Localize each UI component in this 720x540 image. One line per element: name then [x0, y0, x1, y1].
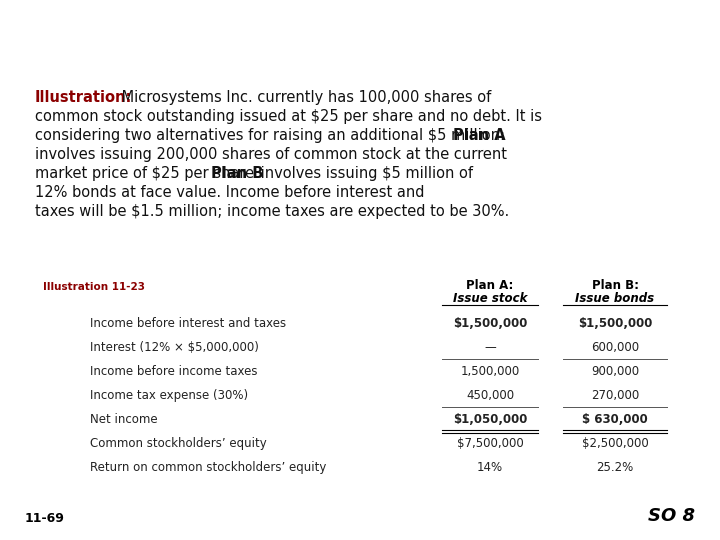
Text: Net income: Net income — [90, 413, 158, 426]
Text: Microsystems Inc. currently has 100,000 shares of: Microsystems Inc. currently has 100,000 … — [117, 90, 491, 105]
Text: Illustration:: Illustration: — [35, 90, 132, 105]
Text: 14%: 14% — [477, 461, 503, 474]
Text: —: — — [484, 341, 496, 354]
Text: $2,500,000: $2,500,000 — [582, 437, 649, 450]
Text: 450,000: 450,000 — [466, 389, 514, 402]
Text: Issue stock: Issue stock — [453, 292, 527, 305]
Text: 12% bonds at face value. Income before interest and: 12% bonds at face value. Income before i… — [35, 185, 425, 200]
Text: $1,050,000: $1,050,000 — [453, 413, 527, 426]
Text: Illustration 11-23: Illustration 11-23 — [43, 282, 145, 292]
Text: taxes will be $1.5 million; income taxes are expected to be 30%.: taxes will be $1.5 million; income taxes… — [35, 204, 509, 219]
Text: Plan A: Plan A — [453, 128, 505, 143]
Text: 11-69: 11-69 — [25, 512, 65, 525]
Text: Plan B:: Plan B: — [592, 279, 639, 292]
Text: 25.2%: 25.2% — [596, 461, 634, 474]
Text: Measuring Corporate Performance: Measuring Corporate Performance — [32, 21, 438, 41]
Text: Issue bonds: Issue bonds — [575, 292, 654, 305]
Text: $1,500,000: $1,500,000 — [578, 317, 652, 330]
Text: Plan B: Plan B — [211, 166, 264, 181]
Text: $7,500,000: $7,500,000 — [456, 437, 523, 450]
Text: Income tax expense (30%): Income tax expense (30%) — [90, 389, 248, 402]
Text: 600,000: 600,000 — [591, 341, 639, 354]
Text: SO 8: SO 8 — [648, 507, 695, 525]
Text: Plan A:: Plan A: — [467, 279, 513, 292]
Text: 1,500,000: 1,500,000 — [460, 365, 520, 378]
Text: Interest (12% × $5,000,000): Interest (12% × $5,000,000) — [90, 341, 259, 354]
Text: Income before income taxes: Income before income taxes — [90, 365, 258, 378]
Text: involves issuing 200,000 shares of common stock at the current: involves issuing 200,000 shares of commo… — [35, 147, 507, 162]
Text: 270,000: 270,000 — [591, 389, 639, 402]
Text: common stock outstanding issued at $25 per share and no debt. It is: common stock outstanding issued at $25 p… — [35, 109, 542, 124]
Text: Common stockholders’ equity: Common stockholders’ equity — [90, 437, 266, 450]
Text: market price of $25 per share.: market price of $25 per share. — [35, 166, 264, 181]
Text: Return on common stockholders’ equity: Return on common stockholders’ equity — [90, 461, 326, 474]
Text: involves issuing $5 million of: involves issuing $5 million of — [256, 166, 473, 181]
Text: Income before interest and taxes: Income before interest and taxes — [90, 317, 286, 330]
Text: $1,500,000: $1,500,000 — [453, 317, 527, 330]
Text: considering two alternatives for raising an additional $5 million:: considering two alternatives for raising… — [35, 128, 510, 143]
Text: 900,000: 900,000 — [591, 365, 639, 378]
Text: $ 630,000: $ 630,000 — [582, 413, 648, 426]
